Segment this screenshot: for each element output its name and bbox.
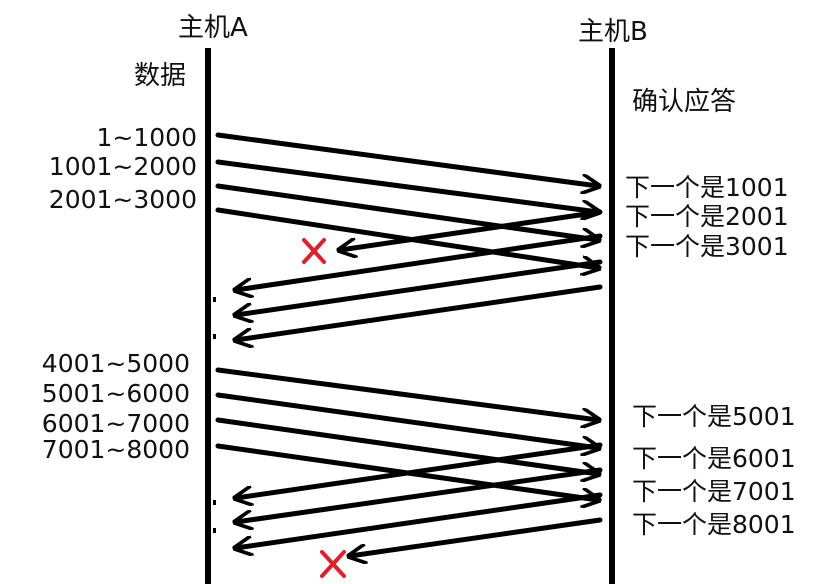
data-label: 6001~7000 xyxy=(42,409,190,438)
ack-label: 下一个是7001 xyxy=(632,477,796,506)
lifeline-tick xyxy=(213,528,216,533)
data-arrow xyxy=(215,183,598,240)
ack-arrow-lost xyxy=(350,517,603,556)
ack-column-title: 确认应答 xyxy=(632,87,736,117)
ack-arrow-lost xyxy=(340,209,603,250)
data-label: 7001~8000 xyxy=(42,435,190,464)
cross-mark-icon xyxy=(302,238,326,264)
data-arrow xyxy=(215,417,598,474)
lifeline-tick xyxy=(213,334,216,339)
data-label: 1001~2000 xyxy=(49,152,197,181)
ack-arrow xyxy=(236,467,603,522)
ack-label: 下一个是5001 xyxy=(632,402,796,431)
data-arrow xyxy=(215,159,598,212)
data-arrow xyxy=(215,392,598,448)
data-label: 2001~3000 xyxy=(49,185,197,214)
ack-arrow xyxy=(236,442,603,498)
ack-arrow xyxy=(236,233,603,290)
data-arrow xyxy=(215,367,598,420)
ack-label: 下一个是2001 xyxy=(625,202,789,231)
ack-label: 下一个是3001 xyxy=(625,232,789,261)
cross-mark-icon xyxy=(320,550,346,578)
data-label: 5001~6000 xyxy=(42,379,190,408)
lifeline-tick xyxy=(213,500,216,505)
data-label: 4001~5000 xyxy=(42,349,190,378)
ack-label: 下一个是1001 xyxy=(625,173,789,202)
ack-label: 下一个是8001 xyxy=(632,510,796,539)
host-b-title: 主机B xyxy=(578,17,648,47)
ack-arrow xyxy=(236,284,603,340)
data-arrow xyxy=(215,132,598,186)
lifeline-tick xyxy=(213,297,216,302)
ack-arrow xyxy=(236,492,603,548)
data-label: 1~1000 xyxy=(97,123,197,152)
host-a-title: 主机A xyxy=(178,13,248,43)
ack-arrow xyxy=(236,259,603,315)
ack-label: 下一个是6001 xyxy=(632,444,796,473)
data-column-title: 数据 xyxy=(134,61,186,91)
